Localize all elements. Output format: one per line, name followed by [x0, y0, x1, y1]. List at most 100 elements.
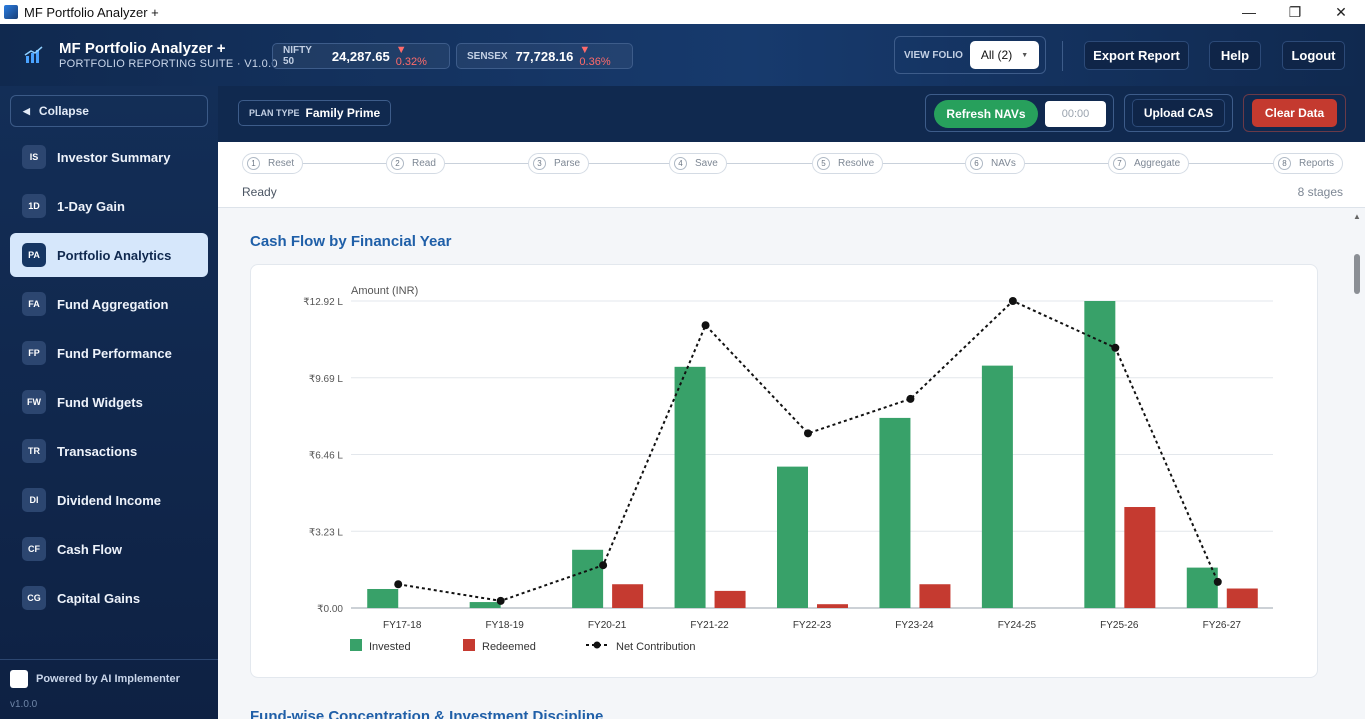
- sidebar-item-label: Investor Summary: [57, 149, 171, 165]
- sidebar-item-label: Cash Flow: [57, 541, 123, 557]
- redeemed-bar: [612, 584, 644, 608]
- ai-implementer-logo-icon: [10, 670, 28, 688]
- close-button[interactable]: ✕: [1335, 3, 1347, 20]
- stage-label: Aggregate: [1134, 158, 1181, 169]
- sidebar-item-label: Transactions: [57, 443, 138, 459]
- sidebar-item-dividend-income[interactable]: DI Dividend Income: [10, 478, 208, 522]
- sidebar-item-cash-flow[interactable]: CF Cash Flow: [10, 527, 208, 571]
- ticker-change: ▼ 0.32%: [395, 44, 427, 68]
- invested-bar: [572, 549, 604, 608]
- brand-subtitle: PORTFOLIO REPORTING SUITE · V1.0.0: [59, 58, 278, 70]
- scroll-up-icon[interactable]: ▲: [1353, 212, 1361, 221]
- collapse-button[interactable]: ◀ Collapse: [10, 95, 208, 127]
- scrollbar[interactable]: ▲: [1349, 208, 1365, 719]
- window-title: MF Portfolio Analyzer +: [24, 4, 159, 20]
- net-contribution-point: [394, 580, 403, 589]
- plan-type-value: Family Prime: [305, 106, 381, 120]
- legend-swatch-invested: [350, 639, 362, 651]
- action-toolbar: PLAN TYPE Family Prime Refresh NAVs 00:0…: [218, 86, 1365, 142]
- invested-bar: [1084, 301, 1116, 608]
- net-contribution-point: [496, 596, 505, 605]
- sidebar-item-fund-performance[interactable]: FP Fund Performance: [10, 331, 208, 375]
- sidebar-item-label: Dividend Income: [57, 492, 162, 508]
- maximize-button[interactable]: ❐: [1288, 3, 1302, 20]
- sidebar-item-investor-summary[interactable]: IS Investor Summary: [10, 135, 208, 179]
- nav-badge-icon: FP: [22, 341, 46, 365]
- sidebar-divider: [0, 659, 218, 660]
- y-tick-label: ₹9.69 L: [309, 374, 344, 385]
- sidebar-item-label: Fund Widgets: [57, 394, 143, 410]
- refresh-navs-button[interactable]: Refresh NAVs: [934, 100, 1038, 128]
- invested-bar: [367, 588, 399, 608]
- stage-reset: 1 Reset: [242, 153, 304, 174]
- version-label: v1.0.0: [10, 699, 38, 710]
- stage-aggregate: 7 Aggregate: [1108, 153, 1190, 174]
- sidebar-item-fund-aggregation[interactable]: FA Fund Aggregation: [10, 282, 208, 326]
- y-axis-label: Amount (INR): [351, 285, 418, 297]
- legend-label-redeemed: Redeemed: [482, 641, 536, 653]
- net-contribution-line: [398, 299, 1219, 602]
- stage-label: Reports: [1299, 158, 1335, 169]
- ticker-name: SENSEX: [467, 50, 508, 62]
- stage-save: 4 Save: [669, 153, 727, 174]
- plan-type-chip: PLAN TYPE Family Prime: [238, 100, 392, 126]
- logout-button[interactable]: Logout: [1282, 41, 1345, 70]
- legend-marker-net: [593, 641, 601, 649]
- powered-by: Powered by AI Implementer: [10, 670, 180, 688]
- stage-number: 6: [970, 157, 983, 170]
- header-divider: [1062, 41, 1063, 71]
- stage-navs: 6 NAVs: [965, 153, 1025, 174]
- x-tick-label: FY17-18: [383, 620, 422, 631]
- section-title: Cash Flow by Financial Year: [250, 233, 452, 250]
- y-tick-label: ₹12.92 L: [303, 297, 343, 308]
- help-button[interactable]: Help: [1209, 41, 1261, 70]
- stage-number: 3: [533, 157, 546, 170]
- sidebar-item-portfolio-analytics[interactable]: PA Portfolio Analytics: [10, 233, 208, 277]
- invested-bar: [777, 466, 808, 608]
- upload-group: Upload CAS: [1124, 94, 1233, 132]
- redeemed-bar: [1226, 588, 1258, 608]
- sidebar-item-1-day-gain[interactable]: 1D 1-Day Gain: [10, 184, 208, 228]
- net-contribution-point: [1213, 577, 1222, 586]
- net-contribution-point: [599, 561, 608, 570]
- sidebar-item-capital-gains[interactable]: CG Capital Gains: [10, 576, 208, 620]
- legend-swatch-redeemed: [463, 639, 475, 651]
- clear-data-button[interactable]: Clear Data: [1252, 99, 1337, 127]
- folio-select[interactable]: All (2) ▼: [969, 41, 1039, 69]
- minimize-button[interactable]: —: [1242, 4, 1256, 20]
- legend-label-net: Net Contribution: [616, 641, 696, 653]
- nav-badge-icon: CG: [22, 586, 46, 610]
- stage-number: 4: [674, 157, 687, 170]
- sidebar-item-label: Portfolio Analytics: [57, 247, 172, 263]
- sidebar-item-transactions[interactable]: TR Transactions: [10, 429, 208, 473]
- nav-badge-icon: PA: [22, 243, 46, 267]
- sidebar-item-fund-widgets[interactable]: FW Fund Widgets: [10, 380, 208, 424]
- x-tick-label: FY18-19: [485, 620, 524, 631]
- stage-parse: 3 Parse: [528, 153, 590, 174]
- clear-group: Clear Data: [1243, 94, 1346, 132]
- invested-bar: [469, 602, 501, 608]
- ticker-value: 77,728.16: [515, 48, 574, 64]
- pipeline-status: Ready: [242, 185, 277, 199]
- window-titlebar: MF Portfolio Analyzer + — ❐ ✕: [0, 0, 1365, 24]
- stage-label: Save: [695, 158, 718, 169]
- legend-label-invested: Invested: [369, 641, 411, 653]
- chart-card: Amount (INR) ₹0.00 ₹3.23 L ₹6.46 L ₹9.69 L ₹1…: [250, 264, 1318, 678]
- scroll-thumb[interactable]: [1354, 254, 1360, 294]
- x-tick-label: FY23-24: [895, 620, 934, 631]
- x-tick-label: FY24-25: [998, 620, 1037, 631]
- invested-bar: [674, 366, 706, 608]
- stage-resolve: 5 Resolve: [812, 153, 884, 174]
- upload-cas-button[interactable]: Upload CAS: [1132, 99, 1225, 127]
- stage-connector: [299, 163, 386, 164]
- brand-title: MF Portfolio Analyzer +: [59, 40, 226, 57]
- ticker-nifty: NIFTY 50 24,287.65 ▼ 0.32%: [272, 43, 450, 69]
- refresh-timer: 00:00: [1045, 101, 1106, 127]
- app-icon: [4, 5, 18, 19]
- x-tick-label: FY22-23: [793, 620, 832, 631]
- export-report-button[interactable]: Export Report: [1084, 41, 1189, 70]
- stage-label: Reset: [268, 158, 295, 169]
- sidebar-item-label: Fund Performance: [57, 345, 172, 361]
- refresh-group: Refresh NAVs 00:00: [925, 94, 1114, 132]
- invested-bar: [1186, 567, 1218, 608]
